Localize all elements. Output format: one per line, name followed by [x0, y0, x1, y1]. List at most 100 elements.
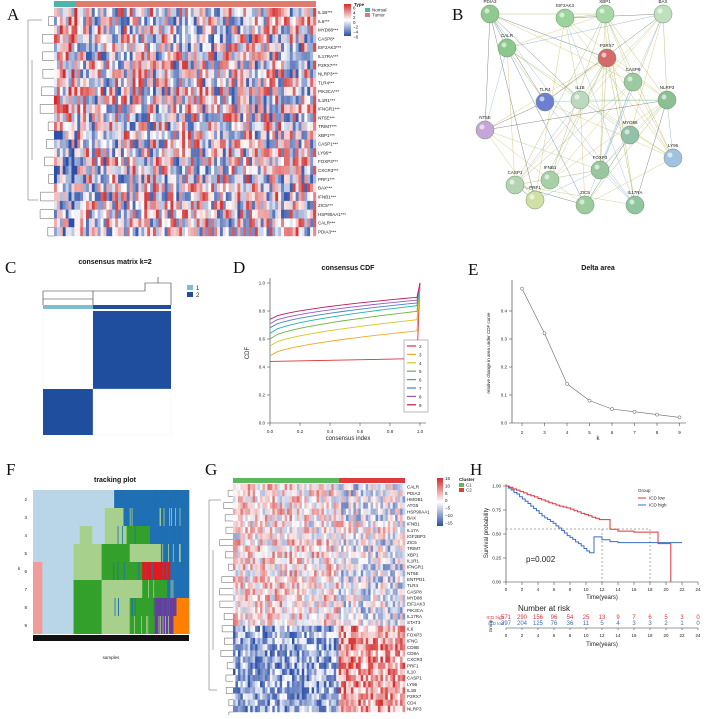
heatmap-a-cell — [283, 192, 288, 202]
heatmap-g-cell — [260, 613, 263, 620]
heatmap-a-cell — [266, 227, 270, 237]
heatmap-a-cell — [185, 8, 189, 17]
heatmap-a-cell — [208, 218, 212, 228]
heatmap-a-cell — [272, 192, 276, 202]
heatmap-a-cell — [135, 60, 139, 70]
network-edge — [484, 129, 601, 171]
heatmap-a-cell — [62, 69, 66, 79]
heatmap-a-cell — [313, 227, 317, 237]
tracking-segment — [73, 616, 102, 634]
heatmap-a-cell — [141, 139, 145, 149]
heatmap-a-cell — [205, 157, 209, 167]
heatmap-a-cell — [187, 104, 192, 114]
heatmap-a-cell — [251, 16, 256, 26]
heatmap-a-cell — [123, 43, 127, 53]
heatmap-g-cell — [235, 613, 239, 620]
heatmap-a-cell — [86, 157, 90, 167]
heatmap-a-cell — [257, 25, 261, 35]
heatmap-g-cell — [346, 527, 349, 534]
heatmap-g-cell — [348, 539, 352, 546]
heatmap-g-cell — [341, 551, 344, 559]
heatmap-a-cell — [152, 165, 157, 175]
heatmap-a-cell — [135, 86, 139, 96]
panel-label-g: G — [205, 460, 218, 479]
heatmap-a-cell — [94, 43, 98, 53]
heatmap-a-cell — [179, 43, 183, 53]
heatmap-a-cell — [260, 165, 264, 175]
heatmap-a-cell — [199, 25, 203, 35]
heatmap-g-cell — [319, 576, 322, 583]
heatmap-g-cell — [331, 533, 334, 540]
network-node-highlight — [539, 96, 545, 102]
heatmap-g-cell — [341, 588, 344, 596]
heatmap-g-cell — [319, 564, 322, 571]
heatmap-g-cell — [282, 619, 285, 626]
heatmap-g-cell — [368, 662, 371, 670]
heatmap-g-cell — [355, 539, 359, 546]
heatmap-a-cell — [123, 16, 127, 26]
heatmap-g-cell — [291, 564, 295, 571]
heatmap-g-cell — [296, 484, 300, 491]
heatmap-a-cell — [173, 218, 177, 228]
heatmap-a-cell — [94, 78, 98, 88]
heatmap-g-cell — [392, 638, 396, 645]
heatmap-g-cell — [333, 557, 337, 565]
heatmap-a-cell — [88, 8, 93, 17]
heatmap-a-cell — [74, 113, 78, 123]
heatmap-a-gene-label: IL17RA*** — [318, 54, 339, 59]
heatmap-g-cell — [370, 594, 374, 602]
consensus-dendrogram — [42, 277, 172, 305]
heatmap-a-cell — [100, 78, 104, 88]
heatmap-a-cell — [202, 192, 206, 202]
heatmap-a-cell — [263, 192, 267, 202]
heatmap-g-cell — [304, 539, 307, 546]
heatmap-a-cell — [83, 148, 87, 158]
heatmap-g-cell — [245, 557, 248, 565]
heatmap-a-cell — [132, 51, 136, 61]
heatmap-g-cell — [235, 625, 239, 633]
heatmap-a-cell — [205, 34, 209, 44]
heatmap-g-cell — [358, 545, 361, 552]
heatmap-g-cell — [326, 514, 330, 522]
heatmap-g-cell — [252, 613, 256, 620]
heatmap-a-cell — [222, 183, 226, 193]
heatmap-a-cell — [80, 200, 84, 210]
heatmap-g-cell — [277, 576, 280, 583]
heatmap-a-cell — [295, 165, 299, 175]
heatmap-g-cell — [291, 601, 295, 608]
tracking-stripe — [179, 508, 181, 526]
heatmap-g-cell — [316, 638, 320, 645]
heatmap-g-cell — [397, 650, 401, 657]
heatmap-a-cell — [103, 157, 107, 167]
heatmap-a-cell — [158, 104, 162, 114]
heatmap-a-cell — [190, 95, 194, 105]
heatmap-g-cell — [284, 484, 288, 491]
heatmap-g-cell — [331, 644, 334, 651]
heatmap-g-cell — [252, 564, 256, 571]
heatmap-g-cell — [392, 662, 396, 670]
heatmap-a-cell — [225, 148, 229, 158]
heatmap-a-cell — [196, 8, 200, 17]
heatmap-a-cell — [219, 174, 224, 184]
heatmap-g-cell — [390, 631, 393, 639]
heatmap-a-cell — [246, 86, 250, 96]
heatmap-a-cell — [173, 209, 177, 219]
heatmap-g-cell — [282, 638, 285, 645]
heatmap-g-cell — [296, 588, 300, 596]
heatmap-g-cell — [341, 582, 344, 589]
heatmap-a-cell — [155, 8, 159, 17]
heatmap-g-cell — [245, 514, 248, 522]
heatmap-a-cell — [94, 183, 98, 193]
heatmap-a-cell — [243, 43, 247, 53]
heatmap-a-cell — [307, 183, 311, 193]
delta-title: Delta area — [581, 265, 615, 272]
heatmap-g-cell — [368, 638, 371, 645]
heatmap-a-cell — [310, 174, 314, 184]
heatmap-a-cell — [106, 86, 110, 96]
heatmap-a-cell — [205, 174, 209, 184]
heatmap-a-cell — [249, 8, 253, 17]
heatmap-g-cell — [237, 594, 241, 602]
heatmap-g-cell — [314, 644, 317, 651]
heatmap-a-cell — [228, 60, 232, 70]
heatmap-g-cell — [319, 613, 322, 620]
